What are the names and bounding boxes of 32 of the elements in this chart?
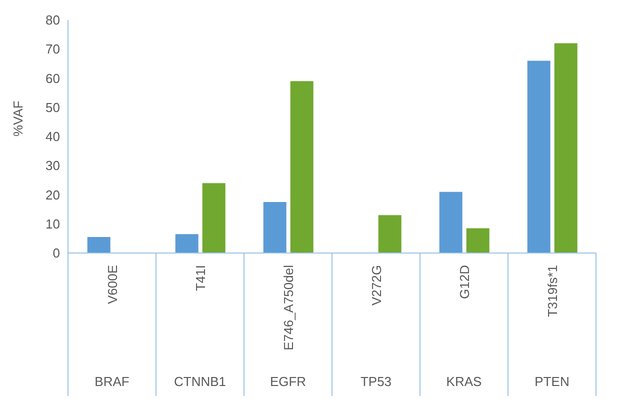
y-tick-label: 80 — [46, 12, 60, 28]
bar — [439, 192, 462, 253]
text: BRAF — [94, 374, 130, 389]
bar — [290, 81, 314, 253]
x-tick-label: V600E — [105, 264, 120, 304]
bar — [87, 236, 110, 253]
bar — [263, 202, 286, 253]
y-tick-label: 0 — [52, 246, 60, 261]
text: EGFR — [270, 374, 306, 389]
bar — [527, 60, 550, 253]
x-tick-label: T41I — [193, 265, 208, 292]
x-tick-label: E746_A750del — [281, 264, 296, 350]
y-tick-label: 60 — [46, 70, 60, 86]
bar — [554, 43, 578, 253]
x-tick-label: T319fs*1 — [545, 265, 560, 318]
y-tick-label: 10 — [46, 216, 60, 232]
y-axis-title: %VAF — [10, 100, 26, 136]
bar — [175, 234, 198, 253]
x-tick-label: V272G — [369, 265, 384, 306]
text: PTEN — [534, 374, 570, 389]
y-tick-label: 40 — [46, 129, 60, 144]
x-tick-label: G12D — [457, 265, 472, 299]
y-tick-label: 20 — [46, 187, 60, 202]
y-tick-label: 30 — [46, 158, 60, 174]
text: CTNNB1 — [174, 374, 226, 389]
y-tick-label: 70 — [46, 42, 60, 57]
bar — [202, 183, 226, 253]
y-tick-label: 50 — [46, 100, 60, 115]
text: TP53 — [360, 374, 392, 389]
bar — [466, 228, 490, 253]
bar — [378, 215, 402, 253]
text: KRAS — [446, 374, 482, 389]
